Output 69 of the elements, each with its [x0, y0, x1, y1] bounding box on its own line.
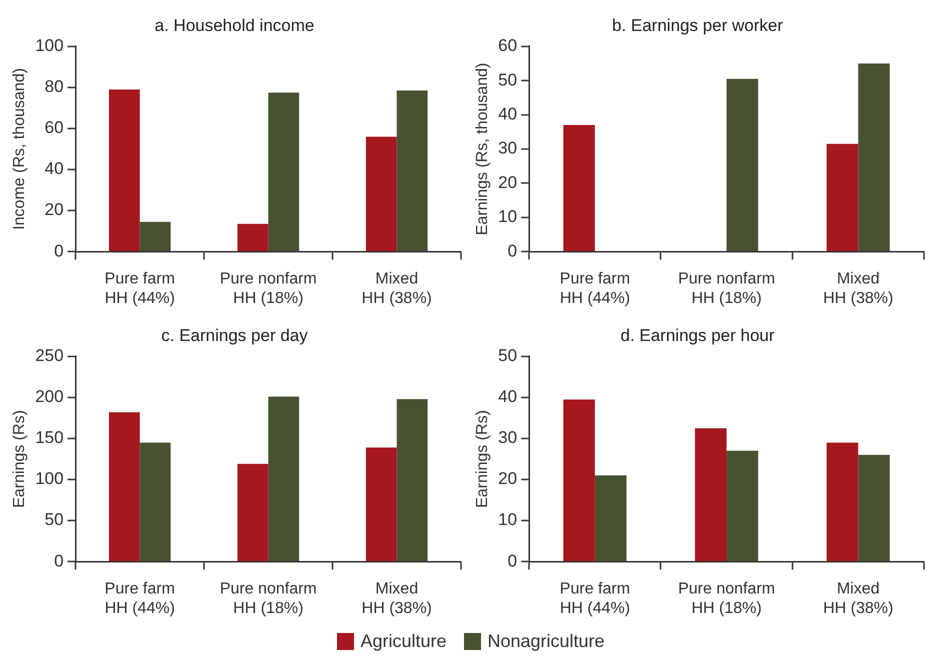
bar [366, 136, 397, 252]
bar [726, 78, 758, 252]
chart-title: c. Earnings per day [161, 326, 308, 345]
bar [563, 399, 595, 562]
bar [237, 224, 268, 252]
y-tick-label: 200 [35, 387, 64, 406]
bar [726, 450, 758, 562]
y-tick-label: 30 [498, 138, 518, 158]
y-tick-label: 0 [54, 241, 64, 260]
y-tick-label: 50 [498, 70, 518, 90]
y-tick-label: 10 [498, 510, 518, 530]
bar [396, 90, 428, 252]
bar [594, 475, 627, 562]
y-tick-label: 80 [44, 77, 64, 96]
y-tick-label: 100 [35, 36, 64, 56]
x-tick-label: Pure farm HH (44%) [104, 270, 175, 307]
x-tick-label: Pure farm HH (44%) [560, 580, 630, 617]
chart-title: b. Earnings per worker [612, 16, 784, 35]
x-tick-label: Pure nonfarm HH (18%) [678, 270, 776, 307]
bar [268, 92, 300, 252]
x-tick-label: Mixed HH (38%) [823, 270, 894, 307]
y-tick-label: 40 [498, 104, 518, 124]
y-tick-label: 0 [508, 551, 518, 570]
x-tick-label: Pure farm HH (44%) [104, 580, 175, 617]
y-tick-label: 60 [498, 36, 518, 56]
y-tick-label: 30 [498, 428, 518, 448]
y-axis-title: Earnings (Rs) [11, 410, 28, 508]
y-axis-title: Earnings (Rs, thousand) [474, 62, 492, 236]
bar [108, 412, 140, 562]
y-tick-label: 0 [508, 241, 518, 260]
bar [694, 428, 727, 562]
y-tick-label: 20 [44, 200, 64, 220]
y-tick-label: 10 [498, 207, 518, 226]
y-axis-title: Earnings (Rs) [474, 410, 492, 508]
y-tick-label: 50 [44, 510, 64, 530]
y-tick-label: 20 [498, 172, 518, 192]
y-axis-title: Income (Rs, thousand) [11, 68, 28, 230]
x-tick-label: Mixed HH (38%) [362, 270, 432, 307]
x-tick-label: Pure nonfarm HH (18%) [220, 580, 317, 617]
y-tick-label: 50 [498, 346, 518, 366]
x-tick-label: Mixed HH (38%) [823, 580, 894, 617]
bar [563, 125, 595, 252]
bar [237, 464, 268, 562]
x-tick-label: Pure farm HH (44%) [560, 270, 630, 307]
y-tick-label: 40 [44, 159, 64, 178]
y-tick-label: 0 [54, 551, 64, 570]
bar [268, 396, 300, 562]
x-tick-label: Mixed HH (38%) [362, 580, 432, 617]
bar [366, 448, 397, 562]
bar [826, 442, 858, 562]
y-tick-label: 100 [35, 469, 64, 488]
bar [396, 399, 428, 562]
chart-title: d. Earnings per hour [620, 326, 775, 345]
bar [140, 442, 171, 562]
bar [826, 144, 858, 252]
bar [140, 222, 171, 252]
legend-label: Agriculture [360, 630, 446, 652]
y-tick-label: 150 [35, 428, 64, 448]
bar [108, 89, 140, 252]
y-tick-label: 40 [498, 387, 518, 406]
y-tick-label: 20 [498, 469, 518, 488]
x-tick-label: Pure nonfarm HH (18%) [220, 270, 317, 307]
bar [858, 64, 890, 252]
chart-title: a. Household income [154, 16, 314, 35]
legend-label: Nonagriculture [487, 630, 605, 652]
bar [858, 454, 890, 562]
x-tick-label: Pure nonfarm HH (18%) [678, 580, 776, 617]
y-tick-label: 250 [35, 346, 64, 366]
y-tick-label: 60 [44, 118, 64, 138]
